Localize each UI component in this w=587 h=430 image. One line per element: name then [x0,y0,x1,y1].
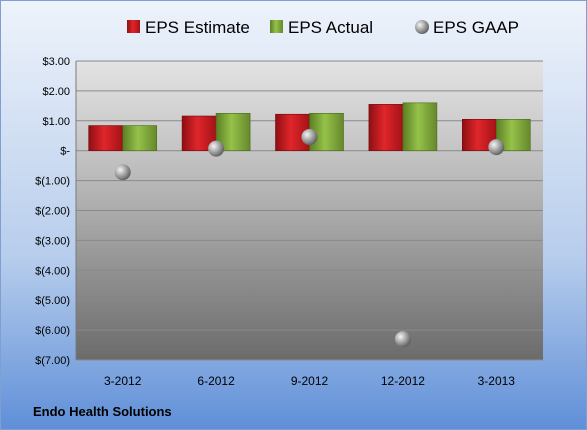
x-axis: 3-2012 6-2012 9-2012 12-2012 3-2013 [104,374,515,388]
y-tick-label: $(4.00) [35,265,70,277]
x-tick-label: 3-2012 [104,374,142,388]
marker-eps-gaap [114,164,131,181]
legend: EPS Estimate EPS Actual EPS GAAP [127,18,519,37]
marker-eps-gaap [208,140,225,157]
legend-label: EPS Estimate [145,18,250,37]
legend-swatch-estimate [127,20,140,33]
y-tick-label: $(2.00) [35,206,70,218]
marker-eps-gaap [488,139,505,156]
marker-eps-gaap [301,128,318,145]
y-tick-label: $3.00 [42,56,70,68]
x-tick-label: 3-2013 [478,374,516,388]
y-tick-label: $(3.00) [35,235,70,247]
y-axis: $3.00 $2.00 $1.00 $- $(1.00) $(2.00) $(3.00) $(… [35,56,77,367]
y-tick-label: $(5.00) [35,295,70,307]
bar-eps-actual [402,102,438,152]
y-tick-label: $- [60,146,70,158]
bars [88,102,531,152]
bar-eps-estimate [368,104,404,152]
bar-eps-estimate [88,125,123,151]
gaap-markers [114,128,505,348]
x-tick-label: 12-2012 [381,374,425,388]
x-tick-label: 9-2012 [291,374,329,388]
legend-swatch-gaap [415,20,429,34]
legend-swatch-actual [270,20,283,33]
bar-eps-actual [122,125,157,151]
y-tick-label: $(1.00) [35,176,70,188]
y-tick-label: $1.00 [42,116,70,128]
y-tick-label: $2.00 [42,86,70,98]
y-tick-label: $(7.00) [35,355,70,367]
company-name: Endo Health Solutions [33,404,172,419]
legend-label: EPS GAAP [433,18,519,37]
legend-label: EPS Actual [288,18,373,37]
marker-eps-gaap [394,331,411,348]
x-tick-label: 6-2012 [197,374,235,388]
y-tick-label: $(6.00) [35,325,70,337]
